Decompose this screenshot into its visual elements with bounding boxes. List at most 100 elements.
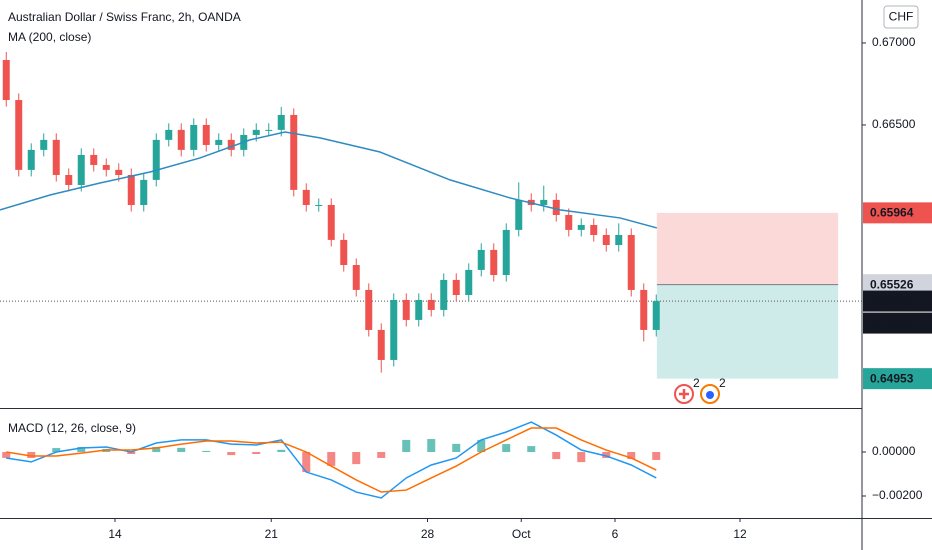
histogram-bar [477, 439, 486, 453]
candle-body [602, 234, 610, 245]
countdown: 01:39:02 [870, 316, 918, 330]
candle-body [440, 279, 448, 310]
x-tick-label: 12 [733, 527, 747, 541]
candle-body [352, 265, 360, 290]
y-tick-label: 0.00000 [872, 444, 916, 458]
candle-body [502, 229, 510, 276]
candle-body [590, 224, 598, 235]
histogram-bar [2, 452, 11, 458]
candle-body [277, 114, 285, 130]
histogram-bar [302, 452, 311, 473]
price-label-box [863, 290, 932, 312]
histogram-bar [652, 452, 661, 460]
candle-body [340, 239, 348, 266]
candle-body [327, 204, 335, 240]
histogram-bar [277, 449, 286, 453]
histogram-bar [52, 448, 61, 453]
countdown-box [863, 312, 932, 334]
candle-body [402, 299, 410, 320]
histogram-bar [177, 447, 186, 453]
macd-line [6, 427, 657, 493]
histogram-bar [552, 452, 561, 460]
candle-body [615, 234, 623, 245]
candle-body [140, 179, 148, 205]
y-tick-label: 0.66500 [872, 117, 916, 131]
candle-body [127, 174, 135, 205]
candle-body [315, 204, 323, 206]
histogram-bar [502, 444, 511, 453]
currency-label: CHF [889, 10, 914, 24]
candle-body [227, 139, 235, 150]
histogram-bar [452, 443, 461, 453]
currency-button[interactable] [883, 5, 919, 29]
candle-body [465, 269, 473, 296]
macd-line [6, 421, 657, 499]
candle-body [552, 199, 560, 215]
candle-body [515, 199, 523, 230]
candle-body [15, 100, 23, 170]
histogram-bar [527, 446, 536, 453]
indicator-label: MA (200, close) [8, 30, 91, 44]
candle-body [302, 189, 310, 205]
histogram-bar [327, 452, 336, 466]
candle-body [415, 299, 423, 320]
candle-body [427, 299, 435, 310]
event-count: 2 [693, 376, 700, 390]
candle-body [252, 129, 260, 135]
event-flag [706, 391, 714, 399]
x-tick-label: 6 [612, 527, 619, 541]
histogram-bar [227, 452, 236, 456]
candle-body [165, 129, 173, 140]
moving-average [0, 131, 658, 229]
candle-body [652, 301, 660, 330]
y-tick-label: 0.67000 [872, 35, 916, 49]
candle-body [452, 279, 460, 296]
candle-body [202, 124, 210, 145]
candle-body [90, 154, 98, 165]
price-label: 0.65526 [870, 277, 914, 291]
candle-body [102, 164, 110, 170]
target-zone [656, 284, 839, 379]
candle-body [265, 129, 273, 131]
histogram-bar [127, 452, 136, 454]
x-tick-label: Oct [512, 527, 531, 541]
candle-body [65, 174, 73, 185]
candle-body [52, 139, 60, 175]
candle-body [477, 249, 485, 270]
y-tick-label: −0.00200 [872, 488, 923, 502]
candle-body [77, 154, 85, 185]
candle-body [177, 129, 185, 150]
price-label: 0.65426 [870, 294, 914, 308]
price-label-box [863, 274, 932, 296]
histogram-bar [352, 452, 361, 465]
macd-label: MACD (12, 26, close, 9) [8, 421, 136, 435]
candle-body [190, 124, 198, 150]
stop-zone [656, 212, 839, 285]
histogram-bar [402, 439, 411, 453]
candle-body [577, 224, 585, 230]
histogram-bar [627, 452, 636, 460]
chart-title: Australian Dollar / Swiss Franc, 2h, OAN… [8, 10, 241, 24]
candle-body [627, 234, 635, 290]
candle-body [152, 139, 160, 180]
histogram-bar [202, 450, 211, 453]
price-label: 0.65964 [870, 206, 914, 220]
price-label-box [863, 202, 932, 224]
candle-body [377, 329, 385, 360]
histogram-bar [577, 452, 586, 463]
x-tick-label: 21 [265, 527, 279, 541]
candle-body [565, 214, 573, 230]
candle-body [365, 289, 373, 330]
candle-body [40, 139, 48, 150]
price-label-box [863, 368, 932, 390]
histogram-bar [77, 446, 86, 453]
histogram-bar [27, 452, 36, 458]
plot-layer: 0.67000 0.66500 0.65964 0.64953 0.65526 0.654… [0, 35, 932, 541]
histogram-bar [252, 452, 261, 454]
candle-body [490, 249, 498, 276]
histogram-bar [152, 446, 161, 453]
candle-body [115, 169, 123, 175]
event-count: 2 [719, 376, 726, 390]
price-label: 0.64953 [870, 371, 914, 385]
